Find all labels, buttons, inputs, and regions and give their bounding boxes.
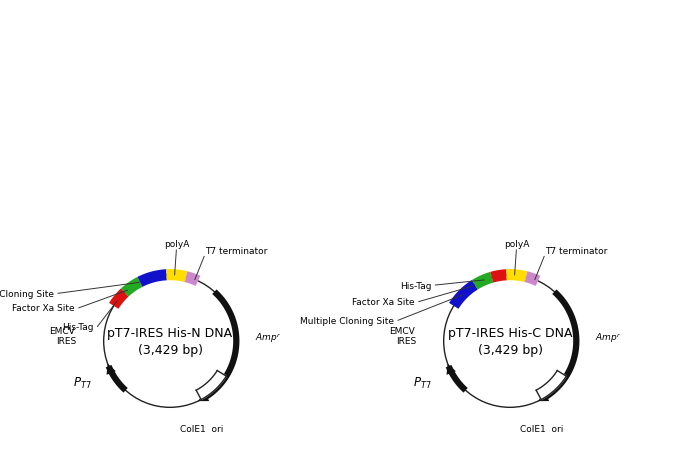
Text: EMCV: EMCV: [49, 326, 75, 335]
Text: (3,429 bp): (3,429 bp): [477, 343, 543, 356]
Text: Multiple Cloning Site: Multiple Cloning Site: [0, 289, 54, 298]
Text: IRES: IRES: [396, 337, 417, 346]
Text: polyA: polyA: [164, 239, 189, 248]
Text: His-Tag: His-Tag: [400, 281, 431, 290]
Text: Amp$^r$: Amp$^r$: [595, 330, 621, 344]
Text: T7 terminator: T7 terminator: [205, 246, 267, 255]
Text: Multiple Cloning Site: Multiple Cloning Site: [300, 316, 394, 325]
Text: ColE1  ori: ColE1 ori: [520, 424, 564, 433]
Text: polyA: polyA: [504, 239, 529, 248]
Text: pT7-IRES His-C DNA: pT7-IRES His-C DNA: [447, 327, 573, 339]
Text: T7 terminator: T7 terminator: [545, 246, 607, 255]
Text: EMCV: EMCV: [389, 326, 415, 335]
Text: Factor Xa Site: Factor Xa Site: [12, 303, 75, 313]
Text: IRES: IRES: [56, 337, 77, 346]
Text: pT7-IRES His-N DNA: pT7-IRES His-N DNA: [107, 327, 233, 339]
Text: Factor Xa Site: Factor Xa Site: [352, 298, 415, 307]
Text: ColE1  ori: ColE1 ori: [180, 424, 224, 433]
Polygon shape: [196, 371, 226, 399]
Text: $P_{T7}$: $P_{T7}$: [413, 375, 431, 390]
Text: $P_{T7}$: $P_{T7}$: [73, 375, 91, 390]
Text: His-Tag: His-Tag: [62, 322, 93, 331]
Text: Amp$^r$: Amp$^r$: [255, 330, 281, 344]
Text: (3,429 bp): (3,429 bp): [137, 343, 203, 356]
Polygon shape: [536, 371, 566, 399]
